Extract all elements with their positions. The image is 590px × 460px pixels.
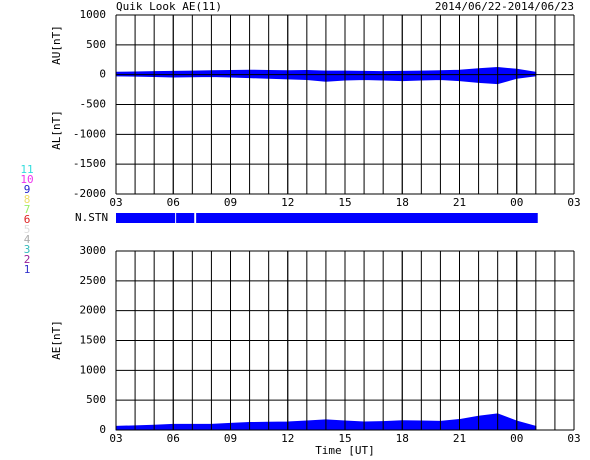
y-tick-label: -1500 [73, 157, 106, 170]
station-label: 6 [24, 213, 31, 226]
y-tick-label: 3000 [80, 244, 107, 257]
station-label: 11 [20, 163, 33, 176]
x-tick-label: 21 [453, 196, 466, 209]
x-tick-label: 03 [567, 196, 580, 209]
x-tick-label: 06 [167, 196, 180, 209]
y-tick-label: 500 [86, 393, 106, 406]
y-tick-label: 500 [86, 38, 106, 51]
x-tick-label: 06 [167, 432, 180, 445]
station-label: 7 [24, 203, 31, 216]
y-tick-label: 0 [99, 68, 106, 81]
x-tick-label: 00 [510, 432, 523, 445]
station-label: 4 [24, 233, 31, 246]
nstn-bar [176, 213, 195, 223]
y-tick-label: 1000 [80, 8, 107, 21]
x-tick-label: 18 [396, 432, 409, 445]
nstn-bar [116, 213, 176, 223]
station-label: 10 [20, 173, 33, 186]
y-axis-label: AE[nT] [50, 320, 63, 360]
y-tick-label: 1500 [80, 334, 107, 347]
y-axis-label: AU[nT] [50, 25, 63, 65]
x-tick-label: 21 [453, 432, 466, 445]
x-tick-label: 15 [338, 432, 351, 445]
station-label: 1 [24, 263, 31, 276]
x-tick-label: 15 [338, 196, 351, 209]
x-tick-label: 12 [281, 432, 294, 445]
y-tick-label: -2000 [73, 187, 106, 200]
nstn-label: N.STN [75, 211, 108, 224]
x-tick-label: 03 [567, 432, 580, 445]
x-tick-label: 09 [224, 432, 237, 445]
y-tick-label: 1000 [80, 363, 107, 376]
station-label: 8 [24, 193, 31, 206]
station-label: 9 [24, 183, 31, 196]
y-tick-label: -1000 [73, 127, 106, 140]
x-tick-label: 18 [396, 196, 409, 209]
date-range: 2014/06/22-2014/06/23 [435, 0, 574, 13]
y-tick-label: -500 [80, 98, 107, 111]
x-tick-label: 09 [224, 196, 237, 209]
x-tick-label: 12 [281, 196, 294, 209]
station-label: 3 [24, 243, 31, 256]
y-tick-label: 2500 [80, 274, 107, 287]
x-tick-label: 03 [109, 432, 122, 445]
x-tick-label: 03 [109, 196, 122, 209]
chart-title: Quik Look AE(11) [116, 0, 222, 13]
y-axis-label: AL[nT] [50, 110, 63, 150]
station-label: 5 [24, 223, 31, 236]
y-tick-label: 2000 [80, 304, 107, 317]
station-label: 2 [24, 253, 31, 266]
y-tick-label: 0 [99, 423, 106, 436]
x-tick-label: 00 [510, 196, 523, 209]
nstn-bar [196, 213, 538, 223]
x-axis-label: Time [UT] [315, 444, 375, 457]
